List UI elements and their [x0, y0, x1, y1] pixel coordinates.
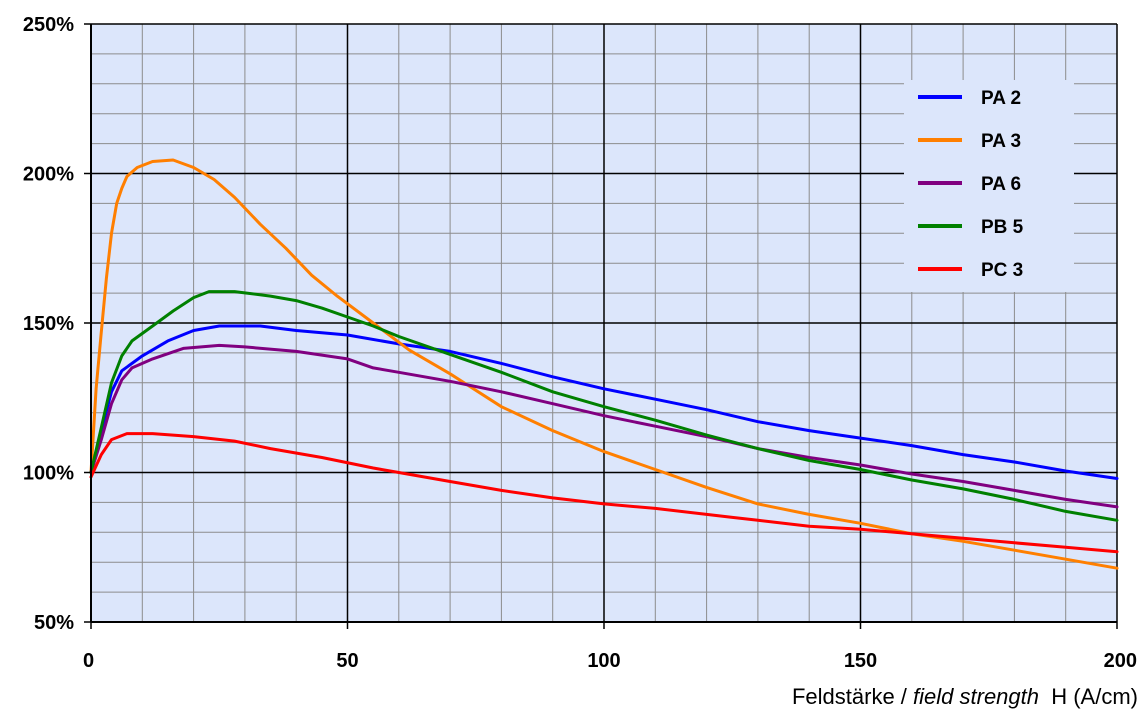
series-line-pa-6: [89, 343, 1119, 509]
legend-label-pa-3: PA 3: [981, 131, 1021, 152]
x-tick-label: 100: [587, 650, 620, 672]
x-tick-label: 150: [844, 650, 877, 672]
x-axis-label-italic: field strength: [913, 684, 1039, 709]
y-tick-labels: 50% 100% 150% 200% 250%: [23, 14, 91, 634]
x-axis-label-suffix: H (A/cm): [1051, 684, 1138, 709]
y-tick-label: 250%: [23, 14, 74, 36]
x-axis-label-prefix: Feldstärke /: [791, 684, 907, 709]
series-line-pc-3: [89, 432, 1119, 554]
legend: PA 2 PA 3 PA 6 PB 5 PC 3: [904, 80, 1074, 292]
y-tick-label: 150%: [23, 313, 74, 335]
x-tick-label: 0: [83, 650, 94, 672]
series-layer: [89, 158, 1119, 570]
legend-label-pa-2: PA 2: [981, 88, 1021, 109]
y-tick-label: 50%: [34, 612, 74, 634]
x-tick-labels: 0 50 100 150 200: [83, 622, 1137, 672]
series-line-pb-5: [89, 290, 1119, 522]
series-line-pa-2: [89, 324, 1119, 480]
x-axis-label: Feldstärke / field strength H (A/cm): [792, 684, 1138, 710]
x-tick-label: 50: [336, 650, 358, 672]
x-tick-label: 200: [1104, 650, 1137, 672]
legend-box: [904, 80, 1074, 292]
y-tick-label: 100%: [23, 463, 74, 485]
legend-label-pb-5: PB 5: [981, 217, 1024, 238]
legend-label-pa-6: PA 6: [981, 174, 1021, 195]
legend-label-pc-3: PC 3: [981, 260, 1023, 281]
y-tick-label: 200%: [23, 164, 74, 186]
series-line-pa-3: [89, 158, 1119, 570]
